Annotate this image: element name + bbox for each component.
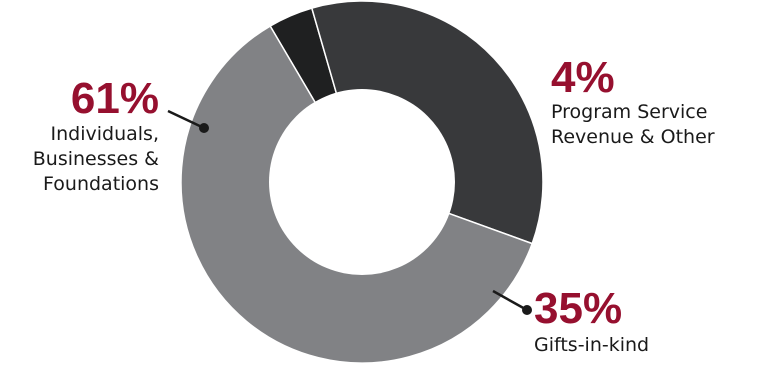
slice-labels: 61%Individuals, Businesses & Foundations 4%… — [33, 53, 715, 356]
leader-individuals — [167, 109, 205, 130]
percent-label-gifts-in-kind: 35% — [534, 284, 622, 333]
slice-label-program-service-line-1: Program Service — [551, 101, 707, 123]
percent-label-program-service: 4% — [551, 53, 615, 102]
percent-label-individuals: 61% — [71, 74, 159, 123]
leader-individuals-dot — [199, 123, 209, 133]
slice-label-gifts-in-kind-line-1: Gifts-in-kind — [534, 334, 649, 356]
slice-label-individuals-line-1: Individuals, — [51, 123, 159, 145]
slice-label-program-service-line-2: Revenue & Other — [551, 126, 715, 148]
slice-label-individuals-line-2: Businesses & — [33, 148, 159, 170]
leader-lines — [167, 109, 532, 315]
leader-gifts-in-kind-dot — [522, 305, 532, 315]
donut-hole — [269, 89, 455, 275]
slice-label-individuals-line-3: Foundations — [43, 173, 159, 195]
leader-gifts-in-kind — [492, 289, 528, 312]
